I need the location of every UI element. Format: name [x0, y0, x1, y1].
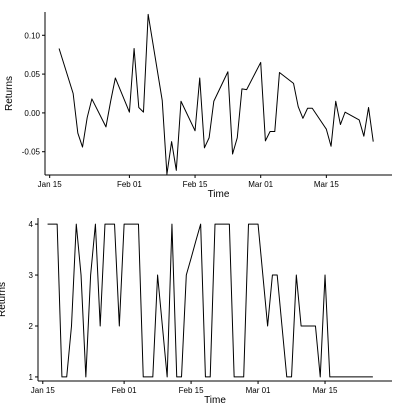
x-axis-title: Time [208, 189, 230, 200]
y-axis-title: Returns [0, 282, 8, 317]
chart-panel-2: 1 2 3 4 Jan 15 Feb 01 Feb 15 Mar 01 Mar 15 Time Re… [0, 218, 392, 406]
x-tick-label: Jan 15 [31, 386, 56, 395]
y-axis-title: Returns [4, 76, 15, 111]
x-tick-label: Feb 01 [112, 386, 137, 395]
y-tick-label: -0.05 [22, 148, 41, 157]
y-tick-label: 0.05 [24, 70, 40, 79]
x-tick-label: Mar 01 [246, 386, 271, 395]
y-tick-label: 1 [29, 373, 34, 382]
series-line-1 [47, 223, 373, 378]
y-tick-label: 4 [29, 220, 34, 229]
x-tick-label: Feb 01 [117, 180, 142, 189]
x-axis-title: Time [204, 395, 226, 406]
x-tick-label: Feb 15 [183, 180, 208, 189]
x-tick-label: Jan 15 [38, 180, 63, 189]
x-tick-label: Mar 15 [313, 386, 338, 395]
y-tick-label: 3 [29, 271, 34, 280]
x-tick-label: Mar 15 [314, 180, 339, 189]
y-tick-label: 0.10 [24, 31, 40, 40]
chart-panel-1: -0.05 0.00 0.05 0.10 Jan 15 Feb 01 Feb 15 Mar 0… [4, 12, 392, 200]
y-tick-label: 2 [29, 322, 34, 331]
y-tick-label: 0.00 [24, 109, 40, 118]
x-tick-label: Feb 15 [179, 386, 204, 395]
x-tick-label: Mar 01 [248, 180, 273, 189]
series-line-1 [58, 13, 374, 175]
